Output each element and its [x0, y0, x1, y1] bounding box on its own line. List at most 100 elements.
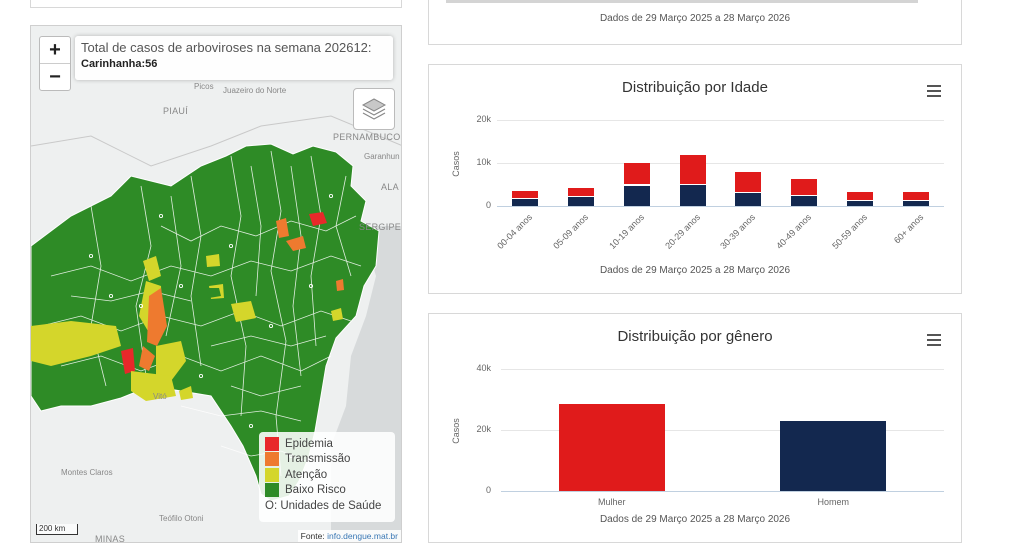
- gender-chart-gridline: [501, 369, 944, 370]
- age-chart-xtick: 10-19 anos: [606, 212, 646, 251]
- health-unit-markers: [88, 193, 334, 459]
- age-chart-ytick: 10k: [476, 157, 491, 167]
- gender-chart-bar: [780, 420, 887, 491]
- age-chart-bar: [791, 178, 818, 196]
- area-atencao[interactable]: [31, 321, 121, 366]
- layers-button[interactable]: [353, 88, 395, 130]
- label-juazeiro: Juazeiro do Norte: [223, 86, 287, 95]
- gender-chart-ytick: 40k: [476, 363, 491, 373]
- age-chart-bar: [567, 196, 594, 206]
- gender-chart-gridline: [501, 430, 944, 431]
- age-chart-bar: [623, 161, 650, 185]
- label-pernambuco: PERNAMBUCO: [333, 132, 401, 142]
- top-chart-panel: Dados de 29 Março 2025 a 28 Março 2026: [428, 0, 962, 45]
- map-info-value: Carinhanha:56: [81, 58, 158, 70]
- gender-chart-credits: Dados de 29 Março 2025 a 28 Março 2026: [599, 514, 791, 525]
- gender-chart-ylabel: Casos: [450, 418, 461, 444]
- top-map-panel-bottom: [30, 0, 402, 8]
- map-info-box: Total de casos de arboviroses na semana …: [75, 36, 393, 80]
- layers-icon: [361, 98, 387, 120]
- municipality-borders: [40, 150, 362, 477]
- age-chart-bar: [511, 190, 538, 199]
- zoom-in-button[interactable]: +: [49, 39, 61, 61]
- legend-swatch: [265, 452, 279, 467]
- label-minas: MINAS: [95, 534, 126, 543]
- age-chart-ylabel: Casos: [450, 151, 461, 177]
- area-epidemia[interactable]: [121, 348, 135, 374]
- area-transmissao[interactable]: [286, 236, 306, 251]
- area-atencao[interactable]: [179, 386, 193, 400]
- gender-chart-xtick: Homem: [817, 497, 849, 507]
- age-chart-bar: [903, 199, 930, 206]
- source-link[interactable]: info.dengue.mat.br: [327, 531, 398, 541]
- area-baixo-risco[interactable]: [207, 288, 221, 298]
- age-chart-ytick: 20k: [476, 114, 491, 124]
- top-chart-bar: [446, 0, 918, 3]
- age-chart-xtick: 60+ anos: [891, 212, 926, 246]
- area-epidemia[interactable]: [309, 212, 327, 226]
- age-chart-gridline: [497, 120, 944, 121]
- age-chart-bar: [903, 191, 930, 200]
- age-chart-xtick: 05-09 anos: [550, 212, 590, 251]
- gender-chart-xaxis: [501, 491, 944, 492]
- area-atencao[interactable]: [206, 254, 220, 267]
- map-info-title: Total de casos de arboviroses na semana …: [81, 40, 372, 55]
- label-sergipe: SERGIPE: [359, 222, 402, 232]
- legend-swatch: [265, 483, 279, 498]
- label-picos: Picos: [194, 82, 214, 91]
- label-montes-claros: Montes Claros: [61, 468, 113, 477]
- legend-item-unidades: O: Unidades de Saúde: [265, 499, 382, 512]
- age-chart-credits: Dados de 29 Março 2025 a 28 Março 2026: [599, 265, 791, 276]
- age-chart-bar: [791, 195, 818, 206]
- age-chart-xtick: 00-04 anos: [495, 212, 535, 251]
- age-chart-xtick: 40-49 anos: [774, 212, 814, 251]
- area-transmissao[interactable]: [139, 346, 155, 371]
- age-chart-xtick: 30-39 anos: [718, 212, 758, 251]
- area-transmissao[interactable]: [276, 218, 289, 238]
- area-atencao[interactable]: [331, 308, 343, 321]
- zoom-control: + −: [39, 36, 71, 91]
- top-chart-credits: Dados de 29 Março 2025 a 28 Março 2026: [599, 13, 791, 24]
- age-chart-bar: [847, 200, 874, 206]
- age-chart-bar: [735, 191, 762, 206]
- map-legend: Epidemia Transmissão Atenção Baixo Risco…: [259, 432, 395, 522]
- age-chart-bar: [567, 186, 594, 197]
- label-garanhuns: Garanhun: [364, 152, 400, 161]
- area-transmissao[interactable]: [336, 279, 344, 291]
- age-chart-xaxis: [497, 206, 944, 207]
- legend-item-atencao: Atenção: [265, 467, 389, 483]
- area-atencao[interactable]: [156, 341, 186, 381]
- legend-item-baixo-risco: Baixo Risco: [265, 483, 389, 499]
- gender-chart-xtick: Mulher: [597, 497, 626, 507]
- age-chart-bar: [511, 198, 538, 206]
- area-atencao[interactable]: [231, 301, 256, 322]
- legend-swatch: [265, 467, 279, 482]
- legend-swatch: [265, 436, 279, 451]
- map-panel[interactable]: PIAUÍ Picos Juazeiro do Norte PERNAMBUCO…: [30, 25, 402, 543]
- area-atencao[interactable]: [131, 371, 176, 401]
- age-chart-ytick: 0: [485, 200, 491, 210]
- map-attribution: Fonte: info.dengue.mat.br: [297, 530, 401, 542]
- gender-chart-ytick: 20k: [476, 424, 491, 434]
- age-chart-bar: [679, 153, 706, 184]
- gender-chart-bar: [558, 404, 665, 491]
- label-alagoas: ALA: [381, 182, 399, 192]
- legend-item-epidemia: Epidemia: [265, 436, 389, 452]
- area-atencao[interactable]: [143, 256, 161, 281]
- legend-item-transmissao: Transmissão: [265, 452, 389, 468]
- age-chart-bar: [623, 184, 650, 206]
- label-vitoria: Vitó: [153, 392, 167, 401]
- state-border: [31, 115, 401, 167]
- zoom-out-button[interactable]: −: [40, 63, 70, 90]
- age-chart-bar: [735, 171, 762, 192]
- label-teofilo: Teófilo Otoni: [159, 514, 204, 523]
- scale-bar: 200 km: [36, 524, 78, 535]
- area-transmissao[interactable]: [147, 288, 167, 346]
- label-piaui: PIAUÍ: [163, 106, 189, 116]
- age-chart-bar: [847, 190, 874, 201]
- age-chart-gridline: [497, 163, 944, 164]
- age-chart-menu-icon[interactable]: [927, 85, 941, 97]
- gender-chart-title: Distribuição por gênero: [617, 328, 773, 345]
- age-chart-xtick: 50-59 anos: [830, 212, 870, 251]
- gender-chart-menu-icon[interactable]: [927, 334, 941, 346]
